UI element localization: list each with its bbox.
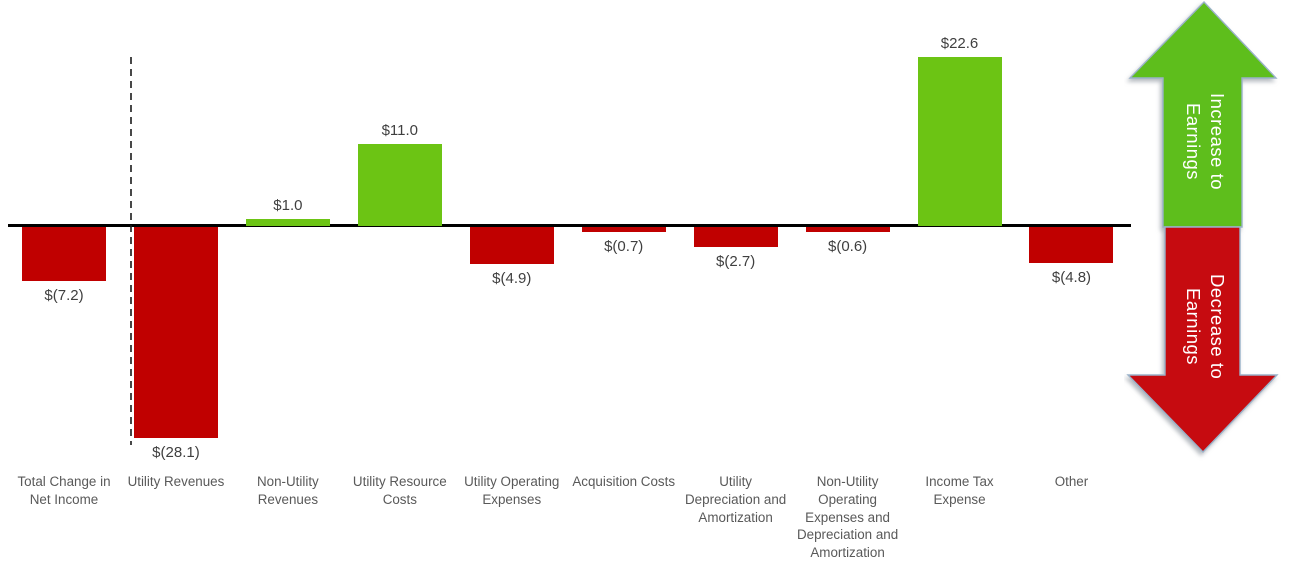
decrease-arrow-icon	[1126, 226, 1279, 454]
value-label-non-utility-operating-expenses-and-depreciation-and-amortization: $(0.6)	[827, 237, 868, 255]
value-label-utility-resource-costs: $11.0	[381, 121, 419, 139]
category-label-acquisition-costs: Acquisition Costs	[572, 474, 676, 489]
bar-utility-resource-costs	[357, 143, 442, 226]
dashed-separator-line	[130, 57, 132, 445]
category-label-income-tax-expense: Income Tax Expense	[925, 474, 994, 507]
category-label-utility-operating-expenses: Utility Operating Expenses	[464, 474, 560, 507]
category-label-utility-depreciation-and-amortization: Utility Depreciation and Amortization	[685, 474, 787, 525]
earnings-direction-arrows	[1126, 0, 1279, 454]
value-label-income-tax-expense: $22.6	[940, 34, 979, 52]
category-label-total-change-in-net-income: Total Change in Net Income	[17, 474, 111, 507]
increase-arrow-label: Increase to Earnings	[1182, 93, 1228, 191]
decrease-arrow-label: Decrease to Earnings	[1182, 274, 1228, 380]
value-label-utility-depreciation-and-amortization: $(2.7)	[716, 253, 756, 271]
value-label-other: $(4.8)	[1051, 269, 1092, 286]
value-label-total-change-in-net-income: $(7.2)	[44, 287, 84, 304]
value-label-acquisition-costs: $(0.7)	[604, 238, 644, 256]
category-label-non-utility-revenues: Non-Utility Revenues	[256, 474, 319, 507]
category-label-utility-revenues: Utility Revenues	[127, 474, 225, 489]
bar-non-utility-operating-expenses-and-depreciation-and-amortization	[805, 227, 890, 232]
value-label-utility-operating-expenses: $(4.9)	[492, 269, 532, 287]
bar-income-tax-expense	[917, 56, 1002, 226]
category-label-non-utility-operating-expenses-and-depreciation-and-amortization: Non-Utility Operating Expenses and Deprecia…	[796, 474, 899, 561]
category-label-other: Other	[1054, 474, 1089, 489]
bar-non-utility-revenues	[245, 218, 330, 226]
bar-other	[1029, 227, 1114, 263]
bar-total-change-in-net-income	[22, 227, 106, 281]
bar-utility-operating-expenses	[469, 227, 554, 264]
zero-axis-line	[8, 224, 1131, 227]
value-label-non-utility-revenues: $1.0	[273, 196, 303, 214]
bar-utility-revenues	[133, 227, 218, 438]
category-label-utility-resource-costs: Utility Resource Costs	[352, 474, 447, 507]
bar-acquisition-costs	[581, 227, 666, 233]
bar-utility-depreciation-and-amortization	[693, 227, 778, 248]
value-label-utility-revenues: $(28.1)	[152, 443, 200, 461]
